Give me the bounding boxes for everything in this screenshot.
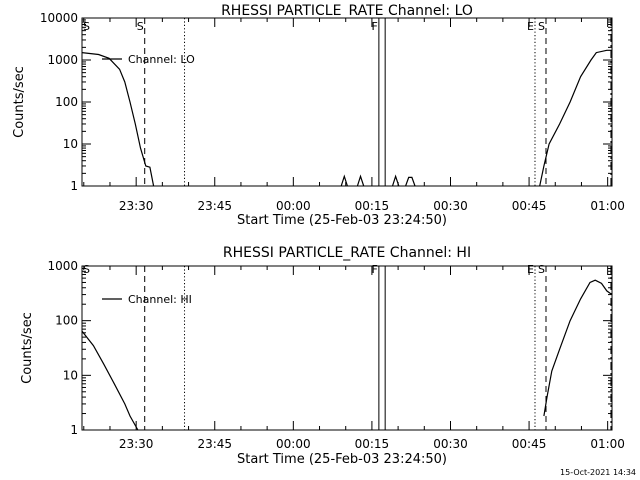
y-tick-label: 10	[63, 368, 78, 382]
x-tick-label: 01:00	[590, 199, 625, 213]
series-line	[356, 174, 365, 186]
corner-label: S	[83, 20, 90, 33]
event-marker-label: S	[137, 20, 144, 33]
y-tick-label: 1	[70, 423, 78, 437]
series-line	[82, 52, 155, 186]
series-line	[82, 330, 139, 430]
y-tick-label: 1000	[47, 259, 78, 273]
x-tick-label: 00:15	[355, 199, 390, 213]
footer-timestamp: 15-Oct-2021 14:34	[560, 468, 636, 477]
x-tick-label: 00:45	[512, 437, 547, 451]
chart-title: RHESSI PARTICLE_RATE Channel: LO	[221, 3, 473, 19]
x-tick-label: 00:00	[276, 437, 311, 451]
event-marker-label: E	[527, 20, 534, 33]
y-tick-label: 100	[55, 314, 78, 328]
y-tick-label: 10	[63, 137, 78, 151]
event-marker-label: S	[538, 20, 545, 33]
chart-panel-2: RHESSI PARTICLE_RATE Channel: HI 1 10 100 10…	[20, 245, 625, 467]
y-tick-label: 1	[70, 179, 78, 193]
plot-frame	[81, 17, 613, 187]
x-tick-label: 00:15	[355, 437, 390, 451]
x-axis-label: Start Time (25-Feb-03 23:24:50)	[237, 452, 447, 467]
legend-entry: Channel: LO	[128, 53, 195, 66]
x-tick-label: 00:00	[276, 199, 311, 213]
plot-frame	[81, 265, 613, 431]
x-tick-label: 00:30	[433, 437, 468, 451]
x-tick-label: 23:30	[119, 199, 154, 213]
corner-label: S	[83, 263, 90, 276]
event-marker-label: F	[372, 263, 378, 276]
legend-entry: Channel: HI	[128, 293, 192, 306]
x-tick-label: 23:30	[119, 437, 154, 451]
series-line	[340, 174, 348, 186]
y-tick-label: 10000	[40, 11, 78, 25]
event-marker-label: F	[372, 20, 378, 33]
x-tick-label: 00:30	[433, 199, 468, 213]
y-tick-label: 100	[55, 95, 78, 109]
y-tick-label: 1000	[47, 53, 78, 67]
x-tick-label: 01:00	[590, 437, 625, 451]
x-tick-label: 00:45	[512, 199, 547, 213]
chart-title: RHESSI PARTICLE_RATE Channel: HI	[223, 245, 471, 261]
series-line	[539, 49, 612, 186]
y-axis-label: Counts/sec	[20, 312, 35, 384]
event-marker-label: S	[538, 263, 545, 276]
x-axis-label: Start Time (25-Feb-03 23:24:50)	[237, 213, 447, 228]
series-line	[391, 174, 400, 186]
series-line	[405, 176, 416, 186]
chart-panel-1: RHESSI PARTICLE_RATE Channel: LO 1 10 100 10…	[12, 3, 625, 228]
y-axis-label: Counts/sec	[12, 66, 27, 138]
event-marker-label: E	[527, 263, 534, 276]
series-line	[543, 279, 612, 417]
x-tick-label: 23:45	[197, 199, 232, 213]
x-tick-label: 23:45	[197, 437, 232, 451]
